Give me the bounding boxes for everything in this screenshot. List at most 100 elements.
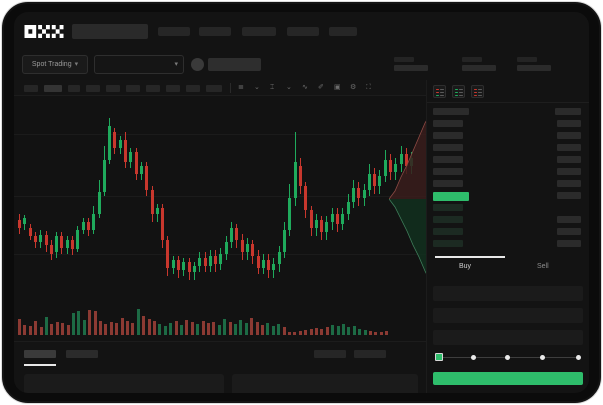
orderbook-row-ask[interactable] (433, 144, 463, 151)
total-field[interactable] (433, 330, 583, 345)
candle-body (161, 208, 165, 240)
orderbook-row-ask[interactable] (433, 180, 463, 187)
candle-body (245, 244, 249, 252)
timeframe-button-4[interactable] (106, 85, 120, 92)
wave-icon[interactable]: ∿ (302, 84, 308, 91)
amount-slider[interactable] (435, 352, 583, 362)
orderbook-row-ask[interactable] (433, 132, 463, 139)
volume-bar (99, 321, 102, 335)
orderbook-row-value[interactable] (557, 168, 581, 175)
candle-body (208, 256, 212, 266)
okx-logo[interactable] (24, 25, 64, 38)
orderbook-row-ask[interactable] (433, 156, 463, 163)
orderbook-row-bid[interactable] (433, 216, 463, 223)
tab-order-history[interactable] (66, 350, 98, 358)
panel-action-2[interactable] (354, 350, 386, 358)
app-screen: Spot Trading ▾ ▾ ≣ ⌄ ⌶ ⌄ ∿ ✐ ▣ ⚙ ⛶ (14, 12, 589, 393)
slider-handle[interactable] (435, 353, 443, 361)
nav-item-1[interactable] (158, 27, 190, 36)
pair-select[interactable]: ▾ (94, 55, 184, 74)
orderbook-row-bid[interactable] (433, 240, 463, 247)
volume-bar (136, 309, 140, 335)
tab-buy[interactable]: Buy (459, 263, 472, 270)
amount-field[interactable] (433, 308, 583, 323)
price-field[interactable] (433, 286, 583, 301)
candle-body (304, 186, 308, 210)
price-chart[interactable] (14, 96, 437, 341)
orderbook-row-value[interactable] (557, 228, 581, 235)
orderbook-row-bid[interactable] (433, 204, 463, 211)
search-input[interactable] (72, 24, 148, 39)
orderbook-row-value[interactable] (557, 120, 581, 127)
timeframe-button-1[interactable] (44, 85, 62, 92)
timeframe-button-7[interactable] (166, 85, 180, 92)
candle-body (341, 214, 345, 224)
timeframe-button-0[interactable] (24, 85, 38, 92)
panel-action-1[interactable] (314, 350, 346, 358)
volume-bar (266, 323, 270, 335)
orderbook-row-bid[interactable] (433, 228, 463, 235)
orderbook-row-ask[interactable] (433, 168, 463, 175)
volume-bar (315, 328, 318, 335)
timeframe-button-6[interactable] (146, 85, 160, 92)
volume-bar (288, 332, 291, 335)
slider-stop[interactable] (576, 354, 581, 360)
chevron-down-icon[interactable]: ⌄ (286, 84, 292, 91)
volume-bar (131, 323, 135, 335)
nav-item-5[interactable] (329, 27, 357, 36)
orderbook-row-value[interactable] (555, 108, 581, 115)
slider-stop[interactable] (471, 354, 476, 360)
orderbook-asks-icon[interactable] (471, 85, 484, 98)
orderbook-row-value[interactable] (557, 144, 581, 151)
nav-item-4[interactable] (287, 27, 319, 36)
candle-body (171, 260, 175, 268)
tab-sell[interactable]: Sell (537, 263, 549, 270)
slider-stop[interactable] (540, 354, 545, 360)
slider-stop[interactable] (505, 354, 510, 360)
orderbook-row-value[interactable] (557, 180, 581, 187)
nav-item-2[interactable] (199, 27, 231, 36)
orderbook-row-value[interactable] (557, 156, 581, 163)
orderbook-row-value[interactable] (557, 192, 581, 199)
candle-body (60, 236, 64, 248)
orderbook-both-icon[interactable] (433, 85, 446, 98)
camera-icon[interactable]: ▣ (334, 84, 341, 91)
order-form-tabs: Buy Sell (427, 256, 589, 280)
candle-body (367, 174, 371, 190)
candle-body (256, 256, 260, 268)
timeframe-button-8[interactable] (186, 85, 200, 92)
candle-body (49, 245, 53, 254)
timeframe-button-3[interactable] (86, 85, 100, 92)
orderbook-bids-icon[interactable] (452, 85, 465, 98)
tab-open-orders[interactable] (24, 350, 56, 358)
orderbook-row-ask[interactable] (433, 108, 469, 115)
orderbook-row-value[interactable] (557, 216, 581, 223)
candle-body (203, 258, 207, 266)
chevron-down-icon[interactable]: ⌄ (254, 84, 260, 91)
timeframe-button-2[interactable] (68, 85, 80, 92)
chart-type-icon[interactable]: ⌶ (270, 84, 275, 91)
pencil-icon[interactable]: ✐ (318, 84, 324, 91)
orderbook-row-value[interactable] (557, 132, 581, 139)
trading-mode-button[interactable]: Spot Trading ▾ (22, 55, 88, 74)
orderbook-row-value[interactable] (557, 240, 581, 247)
nav-item-3[interactable] (242, 27, 276, 36)
candle-body (124, 140, 127, 162)
settings-icon[interactable]: ⚙ (350, 84, 357, 91)
volume-bar (196, 324, 200, 335)
candle-body (102, 160, 106, 192)
orderbook-last-price[interactable] (433, 192, 469, 201)
fullscreen-icon[interactable]: ⛶ (366, 84, 371, 91)
indicators-icon[interactable]: ≣ (238, 84, 244, 91)
toolbar-divider (230, 83, 231, 93)
timeframe-button-9[interactable] (206, 85, 222, 92)
submit-buy-button[interactable] (433, 372, 583, 385)
volume-bar (93, 311, 97, 335)
orderbook-row-ask[interactable] (433, 120, 463, 127)
timeframe-button-5[interactable] (126, 85, 140, 92)
sub-header: Spot Trading ▾ ▾ (14, 50, 589, 80)
candle-body (166, 240, 170, 268)
chevron-down-icon: ▾ (74, 61, 79, 68)
candle-body (277, 252, 281, 264)
